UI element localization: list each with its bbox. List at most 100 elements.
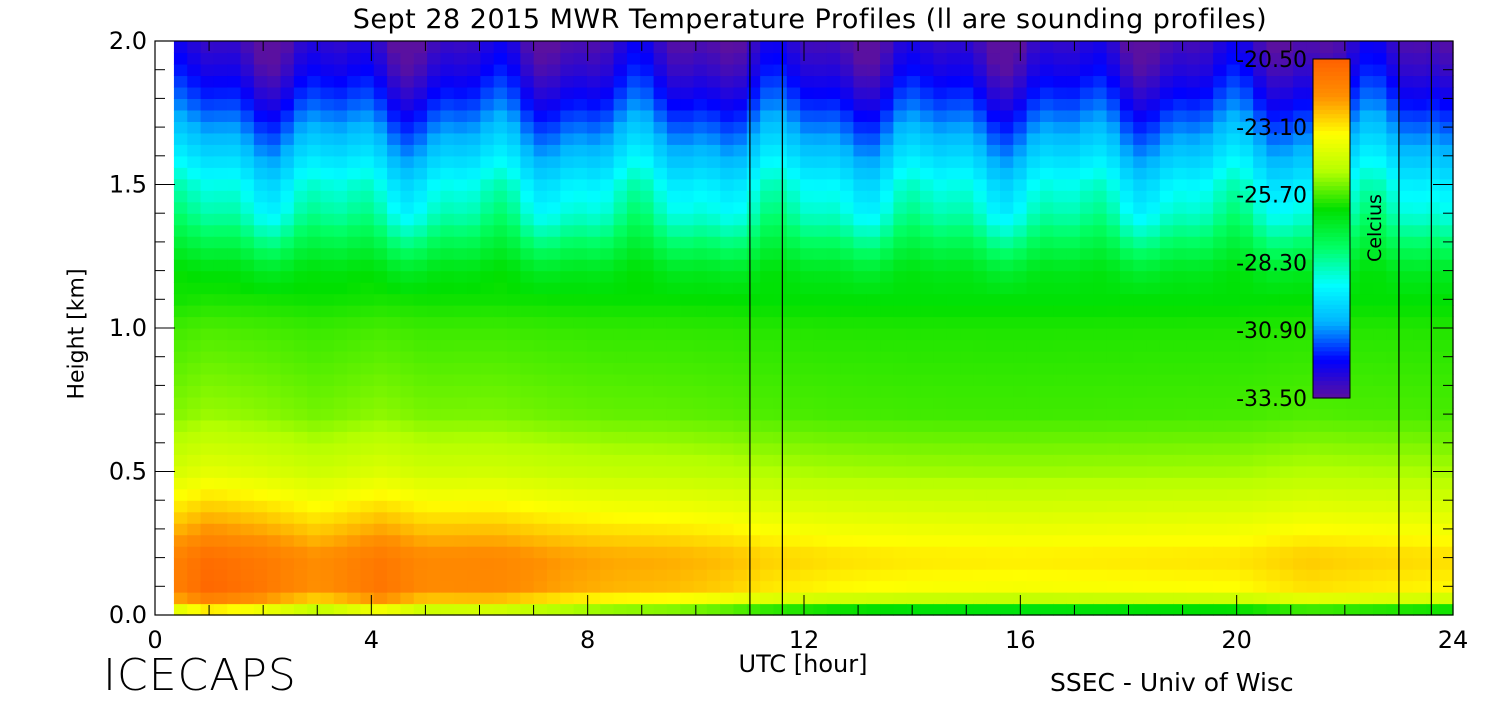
heatmap-cell [920, 202, 934, 214]
heatmap-cell [720, 500, 734, 512]
heatmap-cell [827, 328, 841, 340]
heatmap-cell [800, 259, 814, 271]
heatmap-cell [893, 351, 907, 363]
heatmap-cell [547, 500, 561, 512]
heatmap-cell [1173, 64, 1187, 76]
colorbar-segment [1313, 173, 1350, 178]
heatmap-cell [1440, 98, 1454, 110]
heatmap-cell [320, 385, 334, 397]
heatmap-cell [813, 305, 827, 317]
heatmap-cell [1200, 328, 1214, 340]
heatmap-cell [281, 271, 295, 283]
heatmap-cell [374, 75, 388, 87]
heatmap-cell [1213, 535, 1227, 547]
heatmap-cell [454, 52, 468, 64]
heatmap-cell [840, 489, 854, 501]
heatmap-cell [1187, 305, 1201, 317]
heatmap-cell [827, 75, 841, 87]
heatmap-cell [1293, 351, 1307, 363]
heatmap-cell [667, 535, 681, 547]
heatmap-cell [241, 282, 255, 294]
heatmap-cell [694, 305, 708, 317]
heatmap-cell [1053, 581, 1067, 593]
heatmap-cell [1027, 328, 1041, 340]
heatmap-cell [1147, 167, 1161, 179]
heatmap-cell [1200, 248, 1214, 260]
heatmap-cell [614, 52, 628, 64]
heatmap-cell [227, 328, 241, 340]
heatmap-cell [187, 98, 201, 110]
heatmap-cell [1440, 546, 1454, 558]
heatmap-cell [734, 477, 748, 489]
heatmap-cell [440, 546, 454, 558]
heatmap-cell [307, 374, 321, 386]
heatmap-cell [813, 569, 827, 581]
heatmap-cell [827, 523, 841, 535]
heatmap-cell [1346, 489, 1360, 501]
heatmap-cell [614, 604, 628, 616]
heatmap-cell [547, 87, 561, 99]
heatmap-cell [707, 546, 721, 558]
heatmap-cell [813, 374, 827, 386]
heatmap-cell [813, 512, 827, 524]
heatmap-cell [520, 592, 534, 604]
heatmap-cell [201, 282, 215, 294]
heatmap-cell [427, 362, 441, 374]
heatmap-cell [720, 443, 734, 455]
heatmap-cell [547, 328, 561, 340]
colorbar-segment [1313, 339, 1350, 344]
heatmap-cell [574, 87, 588, 99]
heatmap-cell [1053, 443, 1067, 455]
heatmap-cell [813, 431, 827, 443]
heatmap-cell [1373, 179, 1387, 191]
heatmap-cell [654, 259, 668, 271]
heatmap-cell [1173, 110, 1187, 122]
heatmap-cell [1053, 144, 1067, 156]
heatmap-cell [414, 236, 428, 248]
heatmap-cell [907, 592, 921, 604]
heatmap-cell [414, 443, 428, 455]
heatmap-cell [360, 167, 374, 179]
heatmap-cell [254, 397, 268, 409]
heatmap-cell [933, 41, 947, 53]
heatmap-cell [1253, 236, 1267, 248]
heatmap-cell [347, 431, 361, 443]
heatmap-cell [1067, 282, 1081, 294]
heatmap-cell [667, 156, 681, 168]
heatmap-cell [1333, 466, 1347, 478]
heatmap-cell [867, 179, 881, 191]
heatmap-cell [360, 225, 374, 237]
heatmap-cell [414, 374, 428, 386]
heatmap-cell [320, 523, 334, 535]
heatmap-cell [480, 282, 494, 294]
heatmap-cell [853, 225, 867, 237]
heatmap-cell [414, 512, 428, 524]
heatmap-cell [1227, 443, 1241, 455]
heatmap-cell [1040, 328, 1054, 340]
heatmap-cell [414, 144, 428, 156]
heatmap-cell [867, 52, 881, 64]
heatmap-cell [880, 558, 894, 570]
heatmap-cell [241, 305, 255, 317]
heatmap-cell [600, 374, 614, 386]
heatmap-cell [853, 351, 867, 363]
x-tick-label: 24 [1438, 626, 1469, 654]
heatmap-cell [773, 604, 787, 616]
heatmap-cell [800, 121, 814, 133]
heatmap-cell [187, 512, 201, 524]
heatmap-cell [1107, 156, 1121, 168]
heatmap-cell [694, 87, 708, 99]
heatmap-cell [307, 385, 321, 397]
heatmap-cell [174, 317, 188, 329]
heatmap-cell [747, 420, 761, 432]
heatmap-cell [614, 248, 628, 260]
heatmap-cell [267, 523, 281, 535]
heatmap-cell [1360, 64, 1374, 76]
heatmap-cell [360, 431, 374, 443]
heatmap-cell [1053, 500, 1067, 512]
heatmap-cell [534, 362, 548, 374]
heatmap-cell [1147, 569, 1161, 581]
heatmap-cell [800, 374, 814, 386]
heatmap-cell [654, 294, 668, 306]
heatmap-cell [640, 317, 654, 329]
